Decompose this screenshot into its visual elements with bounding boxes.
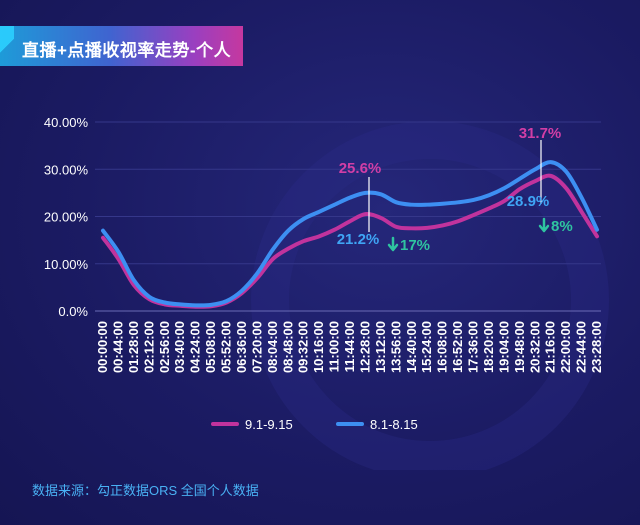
annotation-17pct: 17% xyxy=(400,237,430,254)
legend: 9.1-9.15 8.1-8.15 xyxy=(211,417,418,432)
annotation-8pct: 8% xyxy=(551,218,573,235)
annotations: 25.6% 21.2% 17% 31.7% 28.9%8% xyxy=(337,125,573,254)
x-tick-label: 13:56:00 xyxy=(388,321,403,373)
x-tick-labels: 00:00:00 00:44:00 01:28:00 02:12:00 02:56:00… xyxy=(95,321,604,373)
x-tick-label: 22:00:00 xyxy=(558,321,573,373)
y-tick-label: 20.00% xyxy=(44,210,89,225)
y-tick-label: 0.0% xyxy=(58,304,88,319)
down-arrow-icon xyxy=(538,217,550,233)
x-tick-label: 06:36:00 xyxy=(234,321,249,373)
x-tick-label: 12:28:00 xyxy=(357,321,372,373)
x-tick-label: 02:12:00 xyxy=(141,321,156,373)
x-tick-label: 00:44:00 xyxy=(110,321,125,373)
x-tick-label: 05:08:00 xyxy=(203,321,218,373)
series-lines xyxy=(101,160,599,309)
legend-label-8: 8.1-8.15 xyxy=(370,417,418,432)
x-tick-label: 11:44:00 xyxy=(342,321,357,372)
annotation-21-2: 21.2% xyxy=(337,231,380,248)
x-tick-label: 02:56:00 xyxy=(157,321,172,373)
x-tick-label: 10:16:00 xyxy=(311,321,326,373)
x-tick-label: 13:12:00 xyxy=(373,321,388,373)
x-tick-label: 05:52:00 xyxy=(219,321,234,373)
annotation-28-9: 28.9% xyxy=(507,193,550,210)
source-note: 数据来源：勾正数据ORS 全国个人数据 xyxy=(32,483,259,498)
annotation-25-6: 25.6% xyxy=(339,160,382,177)
x-tick-label: 21:16:00 xyxy=(543,321,558,373)
x-tick-label: 00:00:00 xyxy=(95,321,110,373)
x-tick-label: 09:32:00 xyxy=(296,321,311,373)
x-tick-label: 16:08:00 xyxy=(435,321,450,373)
legend-label-9: 9.1-9.15 xyxy=(245,417,293,432)
x-tick-label: 08:48:00 xyxy=(280,321,295,373)
title-banner: 直播+点播收视率走势-个人 xyxy=(0,26,243,66)
y-gridlines xyxy=(95,121,601,312)
x-tick-label: 23:28:00 xyxy=(589,321,604,373)
x-tick-label: 17:36:00 xyxy=(466,321,481,373)
x-tick-label: 03:40:00 xyxy=(172,321,187,373)
y-tick-labels: 0.0% 10.00% 20.00% 30.00% 40.00% xyxy=(44,115,89,319)
x-tick-label: 07:20:00 xyxy=(249,321,264,373)
x-tick-label: 16:52:00 xyxy=(450,321,465,373)
x-tick-label: 18:20:00 xyxy=(481,321,496,373)
x-tick-label: 20:32:00 xyxy=(527,321,542,373)
series-line-8 xyxy=(101,160,599,308)
x-tick-label: 22:44:00 xyxy=(574,321,589,373)
background-ring xyxy=(251,121,609,470)
y-tick-label: 10.00% xyxy=(44,257,89,272)
chart-title: 直播+点播收视率走势-个人 xyxy=(22,41,232,60)
x-tick-label: 15:24:00 xyxy=(419,321,434,373)
x-tick-label: 11:00:00 xyxy=(327,321,342,372)
x-tick-label: 19:48:00 xyxy=(512,321,527,373)
x-tick-label: 19:04:00 xyxy=(496,321,511,373)
line-chart: 0.0% 10.00% 20.00% 30.00% 40.00% 00:00:00 00:… xyxy=(44,115,609,470)
x-tick-label: 04:24:00 xyxy=(188,321,203,373)
y-tick-label: 40.00% xyxy=(44,115,89,130)
x-tick-label: 14:40:00 xyxy=(404,321,419,373)
x-tick-label: 01:28:00 xyxy=(126,321,141,373)
annotation-31-7: 31.7% xyxy=(519,125,562,142)
x-tick-label: 08:04:00 xyxy=(265,321,280,373)
y-tick-label: 30.00% xyxy=(44,162,89,177)
down-arrow-icon xyxy=(387,236,399,252)
